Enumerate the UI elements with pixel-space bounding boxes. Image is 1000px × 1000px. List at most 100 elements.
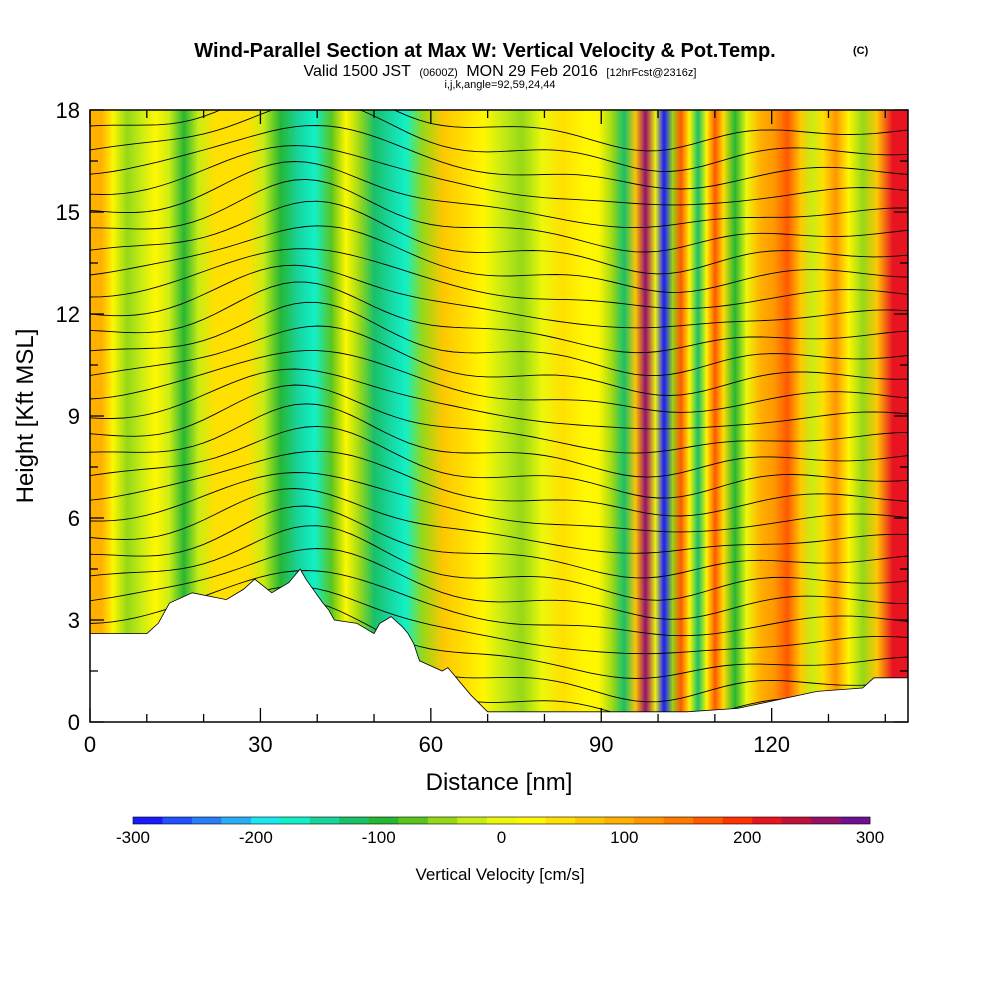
isentrope-line: [90, 450, 908, 517]
x-axis: 0 30 60 90 120: [84, 110, 886, 757]
colorbar-swatch: [604, 817, 635, 824]
y-axis: 0 3 6 9 12 15 18: [56, 98, 908, 735]
isentrope-line: [90, 548, 908, 620]
velocity-band: [655, 110, 673, 722]
isentrope-line: [90, 264, 908, 329]
isentrope-line: [90, 161, 908, 229]
colorbar-tick-label: -100: [362, 828, 396, 847]
colorbar-tick-label: 100: [610, 828, 638, 847]
colorbar-swatch: [575, 817, 605, 824]
colorbar-swatch: [280, 817, 311, 824]
x-tick-label: 0: [84, 732, 96, 757]
velocity-band: [672, 110, 690, 722]
velocity-band: [706, 110, 724, 722]
colorbar-frame: [132, 816, 871, 825]
colorbar-tick-label: 0: [497, 828, 506, 847]
isentrope-line: [90, 248, 908, 310]
colorbar-swatch: [339, 817, 370, 824]
velocity-band: [501, 110, 543, 722]
velocity-band: [359, 110, 389, 722]
isentrope-line: [90, 425, 908, 499]
colorbar-swatch: [250, 817, 281, 824]
velocity-band: [541, 110, 585, 722]
isentrope-line: [90, 368, 908, 430]
plot-area: [90, 110, 908, 722]
isentrope-line: [90, 488, 908, 554]
x-tick-label: 30: [248, 732, 272, 757]
x-axis-label: Distance [nm]: [426, 769, 573, 796]
velocity-band: [723, 110, 747, 722]
chart-subtitle: Valid 1500 JST (0600Z) MON 29 Feb 2016 […: [304, 63, 697, 80]
isentrope-line: [90, 281, 908, 354]
colorbar-swatch: [368, 817, 399, 824]
velocity-band: [746, 110, 776, 722]
colorbar-swatch: [309, 817, 340, 824]
terrain-mask: [90, 568, 908, 722]
colorbar: -300 -200 -100 0 100 200 300: [116, 816, 884, 847]
isentrope-line: [90, 145, 908, 206]
colorbar-swatch: [457, 817, 488, 824]
subtitle-forecast: [12hrFcst@2316z]: [606, 67, 696, 79]
y-tick-label: 6: [68, 506, 80, 531]
velocity-band: [584, 110, 614, 722]
velocity-band: [464, 110, 503, 722]
isentrope-line: [90, 110, 908, 172]
y-tick-label: 0: [68, 710, 80, 735]
colorbar-swatch: [634, 817, 664, 824]
isentrope-line: [90, 200, 908, 275]
colorbar-swatch: [545, 817, 576, 824]
colorbar-tick-label: 300: [856, 828, 884, 847]
y-axis-label: Height [Kft MSL]: [12, 329, 39, 504]
y-tick-label: 18: [56, 98, 80, 123]
y-tick-label: 3: [68, 608, 80, 633]
isentrope-line: [90, 525, 908, 601]
isentrope-line: [90, 325, 908, 396]
isentrope-line: [90, 570, 908, 637]
x-tick-label: 90: [589, 732, 613, 757]
colorbar-swatch: [398, 817, 429, 824]
isentrope-line: [90, 110, 908, 152]
colorbar-swatch: [486, 817, 517, 824]
velocity-band: [800, 110, 824, 722]
velocity-band: [635, 110, 656, 722]
isentrope-line: [90, 472, 908, 533]
colorbar-tick-label: -200: [239, 828, 273, 847]
colorbar-swatch: [840, 817, 871, 824]
x-tick-label: 60: [419, 732, 443, 757]
y-tick-label: 9: [68, 404, 80, 429]
subtitle-indices: i,j,k,angle=92,59,24,44: [444, 79, 555, 91]
isentrope-line: [90, 403, 908, 478]
velocity-band: [822, 110, 849, 722]
colorbar-swatch: [781, 817, 812, 824]
isentrope-line: [90, 178, 908, 253]
y-tick-label: 15: [56, 200, 80, 225]
colorbar-swatch: [722, 817, 753, 824]
colorbar-swatch: [693, 817, 723, 824]
colorbar-label: Vertical Velocity [cm/s]: [415, 865, 584, 884]
isentrope-line: [90, 301, 908, 377]
chart-title: Wind-Parallel Section at Max W: Vertical…: [194, 40, 775, 62]
isentrope-line: [90, 384, 908, 454]
isentrope-line: [90, 125, 908, 190]
isentrope-contours: [90, 110, 908, 722]
colorbar-swatch: [811, 817, 841, 824]
velocity-band: [774, 110, 801, 722]
colorbar-swatch: [221, 817, 252, 824]
colorbar-tick-label: 200: [733, 828, 761, 847]
subtitle-valid: Valid 1500 JST: [304, 63, 412, 80]
isentrope-line: [90, 350, 908, 413]
velocity-band: [689, 110, 707, 722]
velocity-band: [422, 110, 466, 722]
isentrope-line: [90, 225, 908, 293]
x-tick-label: 120: [753, 732, 790, 757]
colorbar-swatch: [133, 817, 163, 824]
isentrope-line: [90, 505, 908, 579]
colorbar-swatch: [191, 817, 222, 824]
velocity-band: [612, 110, 636, 722]
colorbar-swatch: [427, 817, 458, 824]
colorbar-tick-label: -300: [116, 828, 150, 847]
velocity-band: [848, 110, 878, 722]
colorbar-swatch: [162, 817, 193, 824]
subtitle-date: MON 29 Feb 2016: [466, 63, 598, 80]
